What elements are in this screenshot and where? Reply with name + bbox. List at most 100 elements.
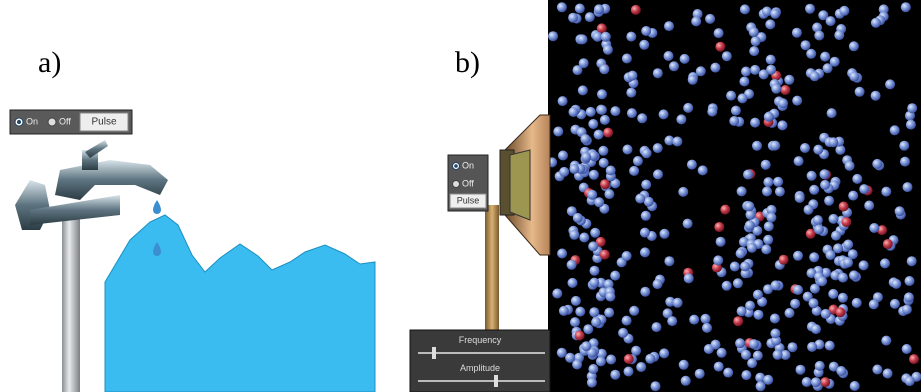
particle xyxy=(585,12,595,22)
particle xyxy=(739,77,749,87)
particle xyxy=(794,156,804,166)
particle xyxy=(603,128,613,138)
particle xyxy=(749,46,759,56)
particle xyxy=(872,159,882,169)
particle xyxy=(695,369,705,379)
particle xyxy=(664,256,674,266)
particle xyxy=(749,27,759,37)
particle xyxy=(737,306,747,316)
particle xyxy=(575,331,585,341)
particle xyxy=(745,220,755,230)
particle xyxy=(588,119,598,129)
particle xyxy=(559,306,569,316)
particle xyxy=(573,213,583,223)
particle xyxy=(807,342,817,352)
particle xyxy=(624,354,634,364)
particle xyxy=(715,42,725,52)
particle xyxy=(835,307,845,317)
particle xyxy=(756,381,766,391)
particle xyxy=(622,54,632,64)
particle xyxy=(795,193,805,203)
radio-off[interactable] xyxy=(453,181,460,188)
particle xyxy=(710,63,720,73)
particle xyxy=(669,61,679,71)
particle xyxy=(552,289,562,299)
pipe xyxy=(62,205,80,392)
particle xyxy=(793,285,803,295)
particle xyxy=(766,213,776,223)
particle xyxy=(821,309,831,319)
particle xyxy=(811,377,821,387)
particle xyxy=(841,217,851,227)
particle xyxy=(764,112,774,122)
particle xyxy=(792,28,802,38)
particle xyxy=(804,205,814,215)
particle xyxy=(820,180,830,190)
water xyxy=(105,215,375,392)
particle xyxy=(785,308,795,318)
particle xyxy=(828,289,838,299)
particle xyxy=(906,120,916,130)
particle xyxy=(740,4,750,14)
particle xyxy=(834,30,844,40)
particle xyxy=(779,255,789,265)
faucet-controls: On Off Pulse xyxy=(10,110,132,134)
particle xyxy=(591,317,601,327)
particle xyxy=(589,170,599,180)
particle xyxy=(672,137,682,147)
slider-label: Frequency xyxy=(459,335,502,345)
particle xyxy=(559,167,569,177)
particle xyxy=(829,214,839,224)
particle xyxy=(588,241,598,251)
particle xyxy=(733,278,743,288)
particle xyxy=(730,262,740,272)
particle xyxy=(817,276,827,286)
particle xyxy=(653,143,663,153)
particle xyxy=(599,64,609,74)
frequency-slider[interactable] xyxy=(432,347,436,359)
particle xyxy=(741,370,751,380)
particle xyxy=(838,293,848,303)
particle xyxy=(673,298,683,308)
particle xyxy=(839,6,849,16)
particle xyxy=(705,14,715,24)
particle xyxy=(678,187,688,197)
particle xyxy=(622,251,632,261)
air-box xyxy=(548,0,921,392)
particle xyxy=(624,367,634,377)
particle xyxy=(702,323,712,333)
particle xyxy=(610,370,620,380)
particle xyxy=(594,197,604,207)
particle xyxy=(681,376,691,386)
particle xyxy=(849,41,859,51)
particle xyxy=(548,31,558,41)
particle xyxy=(900,157,910,167)
particle xyxy=(667,316,677,326)
particle xyxy=(605,292,615,302)
particle xyxy=(750,65,760,75)
particle xyxy=(606,166,616,176)
panel-label: b) xyxy=(455,46,480,79)
particle xyxy=(753,351,763,361)
particle xyxy=(780,85,790,95)
particle xyxy=(714,362,724,372)
particle xyxy=(587,378,597,388)
particle xyxy=(641,211,651,221)
particle xyxy=(773,350,783,360)
particle xyxy=(761,160,771,170)
amplitude-slider[interactable] xyxy=(494,375,498,387)
particle xyxy=(761,244,771,254)
speaker-controls: On Off Pulse xyxy=(448,155,488,211)
figure: a) On Off Pulse b) On Off Pulse xyxy=(0,0,921,392)
particle xyxy=(773,177,783,187)
particle xyxy=(565,353,575,363)
particle xyxy=(778,120,788,130)
particle xyxy=(839,202,849,212)
particle xyxy=(587,190,597,200)
particle xyxy=(711,340,721,350)
particle xyxy=(586,107,596,117)
particle xyxy=(660,229,670,239)
particle xyxy=(590,266,600,276)
particle xyxy=(569,230,579,240)
radio-off[interactable] xyxy=(48,118,56,126)
